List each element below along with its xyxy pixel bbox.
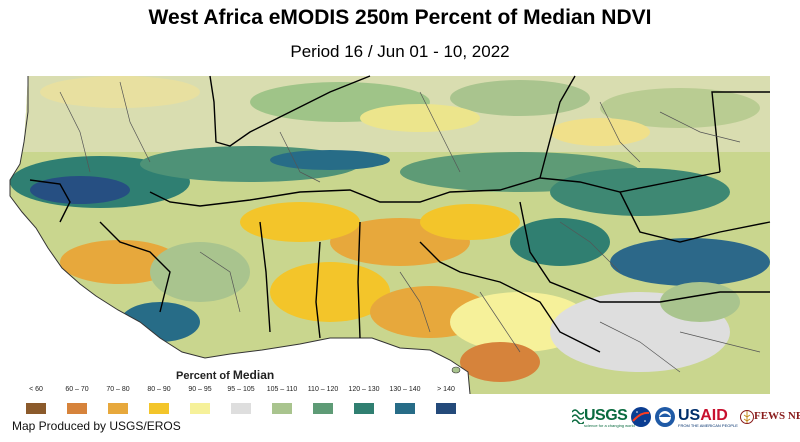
legend-swatch — [313, 403, 333, 414]
wheat-icon — [740, 410, 754, 424]
land-area — [10, 76, 770, 394]
country-borders — [29, 75, 771, 353]
credit-text: Map Produced by USGS/EROS — [12, 419, 181, 433]
legend-item: 130 – 140 — [381, 384, 429, 414]
legend-swatch — [354, 403, 374, 414]
admin-borders — [59, 81, 761, 373]
legend-label: 105 – 110 — [266, 386, 298, 393]
legend-swatch — [436, 403, 456, 414]
ndvi-map — [9, 75, 771, 395]
legend-label: < 60 — [29, 386, 43, 393]
legend-swatch — [149, 403, 169, 414]
legend-item: 110 – 120 — [299, 384, 347, 414]
legend-swatch — [190, 403, 210, 414]
usgs-wave-icon — [572, 409, 584, 424]
legend-swatch — [108, 403, 128, 414]
legend-label: 90 – 95 — [188, 386, 212, 393]
legend-label: 95 – 105 — [227, 386, 255, 393]
legend-item: < 60 — [12, 384, 60, 414]
fews-net-logo: FEWS NET — [740, 406, 800, 428]
noaa-logo — [654, 406, 676, 428]
legend-item: > 140 — [422, 384, 470, 414]
legend-label: > 140 — [437, 386, 455, 393]
legend-swatch — [231, 403, 251, 414]
coastline — [9, 76, 471, 395]
usaid-logo: USAID FROM THE AMERICAN PEOPLE — [678, 407, 738, 428]
usgs-logo: USGS science for a changing world — [572, 406, 635, 428]
legend-title: Percent of Median — [176, 368, 275, 382]
legend-item: 70 – 80 — [94, 384, 142, 414]
legend-label: 80 – 90 — [147, 386, 171, 393]
legend-item: 90 – 95 — [176, 384, 224, 414]
map-title: West Africa eMODIS 250m Percent of Media… — [148, 6, 652, 29]
legend-label: 130 – 140 — [389, 386, 421, 393]
legend-item: 80 – 90 — [135, 384, 183, 414]
legend-label: 120 – 130 — [348, 386, 380, 393]
island — [451, 366, 461, 374]
legend-swatch — [26, 403, 46, 414]
legend-item: 95 – 105 — [217, 384, 265, 414]
legend-item: 105 – 110 — [258, 384, 306, 414]
legend-swatch — [395, 403, 415, 414]
legend-label: 60 – 70 — [65, 386, 89, 393]
legend-swatch — [67, 403, 87, 414]
legend-item: 60 – 70 — [53, 384, 101, 414]
map-subtitle: Period 16 / Jun 01 - 10, 2022 — [290, 42, 510, 61]
legend-item: 120 – 130 — [340, 384, 388, 414]
legend-swatch — [272, 403, 292, 414]
legend-label: 110 – 120 — [307, 386, 339, 393]
legend-label: 70 – 80 — [106, 386, 130, 393]
nasa-logo — [630, 406, 652, 428]
